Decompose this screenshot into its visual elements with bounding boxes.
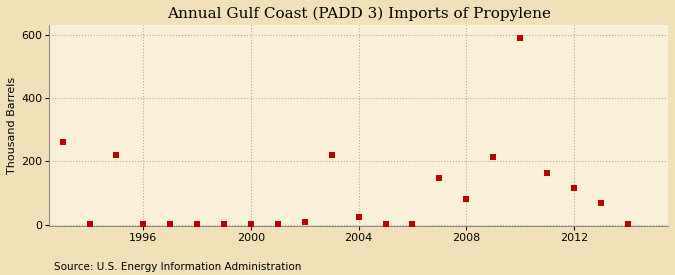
Point bbox=[246, 221, 256, 226]
Point bbox=[273, 221, 284, 226]
Point bbox=[461, 197, 472, 202]
Point bbox=[165, 221, 176, 226]
Point bbox=[541, 170, 552, 175]
Point bbox=[219, 222, 230, 226]
Point bbox=[138, 221, 148, 226]
Point bbox=[57, 140, 68, 145]
Point bbox=[192, 222, 202, 226]
Text: Source: U.S. Energy Information Administration: Source: U.S. Energy Information Administ… bbox=[54, 262, 301, 272]
Point bbox=[111, 153, 122, 157]
Y-axis label: Thousand Barrels: Thousand Barrels bbox=[7, 77, 17, 174]
Point bbox=[514, 36, 525, 40]
Title: Annual Gulf Coast (PADD 3) Imports of Propylene: Annual Gulf Coast (PADD 3) Imports of Pr… bbox=[167, 7, 551, 21]
Point bbox=[84, 222, 95, 226]
Point bbox=[595, 201, 606, 205]
Point bbox=[380, 222, 391, 226]
Point bbox=[568, 186, 579, 191]
Point bbox=[434, 176, 445, 180]
Point bbox=[300, 219, 310, 224]
Point bbox=[326, 153, 337, 157]
Point bbox=[353, 215, 364, 219]
Point bbox=[622, 222, 633, 226]
Point bbox=[407, 222, 418, 226]
Point bbox=[488, 155, 499, 159]
